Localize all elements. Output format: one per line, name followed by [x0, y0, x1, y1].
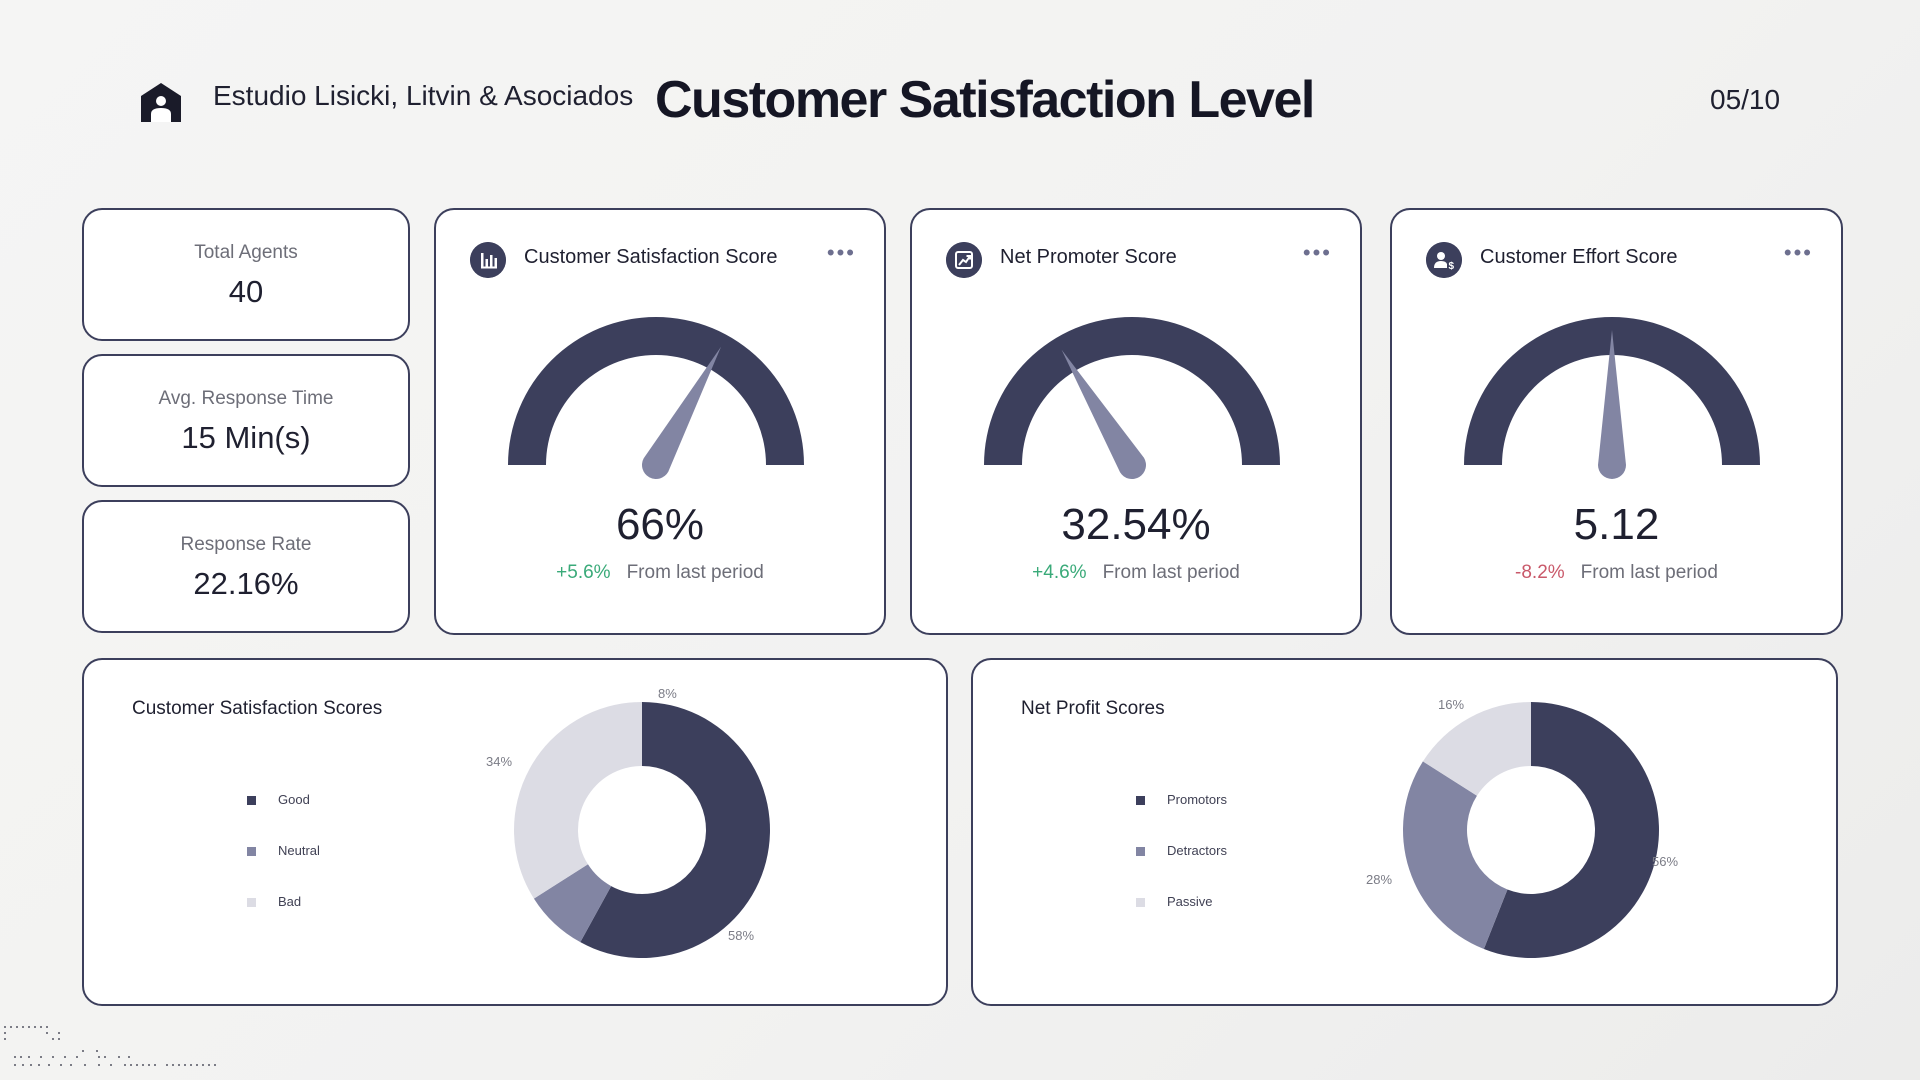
chart-title: Customer Satisfaction Scores — [132, 698, 383, 719]
page-title: Customer Satisfaction Level — [655, 71, 1315, 129]
stat-label: Response Rate — [180, 534, 312, 555]
donut-slice-neutral — [533, 864, 612, 943]
stat-card-response-rate: Response Rate 22.16% — [82, 500, 410, 633]
trend-up-icon — [946, 242, 982, 278]
gauge-footer: +5.6% From last period — [436, 562, 884, 584]
legend-swatch — [1136, 847, 1145, 857]
legend-swatch — [1136, 898, 1145, 908]
gauge-footer: -8.2% From last period — [1392, 562, 1841, 584]
donut-slice-detractors — [1403, 761, 1508, 950]
gauge-card-ces: $ Customer Effort Score ••• 5.12 -8.2% Fr… — [1390, 208, 1843, 635]
slice-label: 8% — [658, 686, 677, 701]
gauge-title: Customer Effort Score — [1480, 246, 1678, 268]
gauge-footer: +4.6% From last period — [912, 562, 1360, 584]
chart-title: Net Profit Scores — [1021, 698, 1165, 719]
slice-label: 34% — [486, 754, 513, 769]
more-dots-icon[interactable]: ••• — [1302, 240, 1332, 265]
gauge-value: 66% — [615, 500, 705, 549]
legend-swatch — [1136, 796, 1145, 806]
legend-swatch — [247, 898, 256, 908]
decorative-dots — [4, 1026, 216, 1066]
gauge-arc — [508, 317, 804, 465]
svg-text:$: $ — [1449, 261, 1455, 272]
change-percent: +4.6% — [1032, 562, 1087, 583]
stat-label: Total Agents — [194, 242, 298, 263]
more-dots-icon[interactable]: ••• — [1783, 240, 1813, 265]
stat-card-response-time: Avg. Response Time 15 Min(s) — [82, 354, 410, 487]
gauge-needle — [642, 346, 722, 479]
gauge-arc — [1464, 317, 1760, 465]
gauge-card-nps: Net Promoter Score ••• 32.54% +4.6% From … — [910, 208, 1362, 635]
legend-swatch — [247, 796, 256, 806]
change-text: From last period — [1102, 562, 1240, 583]
donut-slice-promotors — [1483, 702, 1659, 958]
gauge-chart — [1464, 317, 1760, 479]
stat-value: 40 — [228, 274, 264, 309]
donut-card-csat: Customer Satisfaction Scores Good Neutra… — [82, 658, 948, 1006]
legend-item-good: Good — [247, 792, 310, 807]
slice-label: 58% — [728, 928, 755, 943]
gauge-title: Customer Satisfaction Score — [524, 246, 778, 268]
house-logo-icon — [141, 83, 181, 122]
legend-item-bad: Bad — [247, 894, 301, 909]
bar-chart-icon — [470, 242, 506, 278]
legend-swatch — [247, 847, 256, 857]
gauge-chart — [984, 317, 1280, 479]
gauge-card-csat: Customer Satisfaction Score ••• 66% +5.6… — [434, 208, 886, 635]
donut-card-net-profit: Net Profit Scores Promotors Detractors P… — [971, 658, 1838, 1006]
legend-item-promotors: Promotors — [1136, 792, 1227, 807]
gauge-needle — [1598, 330, 1626, 479]
stat-card-total-agents: Total Agents 40 — [82, 208, 410, 341]
stat-value: 22.16% — [193, 566, 299, 601]
slice-label: 56% — [1652, 854, 1679, 869]
gauge-value: 5.12 — [1573, 500, 1660, 549]
change-percent: -8.2% — [1515, 562, 1565, 583]
legend-item-passive: Passive — [1136, 894, 1213, 909]
gauge-chart — [508, 317, 804, 479]
more-dots-icon[interactable]: ••• — [826, 240, 856, 265]
donut-slice-passive — [1422, 702, 1531, 796]
user-dollar-icon: $ — [1426, 242, 1462, 278]
donut-slice-bad — [514, 702, 642, 899]
gauge-arc — [984, 317, 1280, 465]
gauge-needle — [1061, 349, 1146, 479]
donut-chart — [1403, 702, 1659, 958]
stat-value: 15 Min(s) — [181, 420, 311, 455]
firm-name: Estudio Lisicki, Litvin & Asociados — [213, 80, 634, 111]
gauge-title: Net Promoter Score — [1000, 246, 1177, 268]
page-number: 05/10 — [1710, 84, 1781, 115]
gauge-value: 32.54% — [1061, 500, 1211, 549]
change-percent: +5.6% — [556, 562, 611, 583]
donut-chart — [514, 702, 770, 958]
donut-slice-good — [580, 702, 770, 958]
legend-item-detractors: Detractors — [1136, 843, 1227, 858]
legend-item-neutral: Neutral — [247, 843, 320, 858]
slice-label: 16% — [1438, 697, 1465, 712]
change-text: From last period — [1580, 562, 1718, 583]
slice-label: 28% — [1366, 872, 1393, 887]
change-text: From last period — [626, 562, 764, 583]
stat-label: Avg. Response Time — [158, 388, 334, 409]
